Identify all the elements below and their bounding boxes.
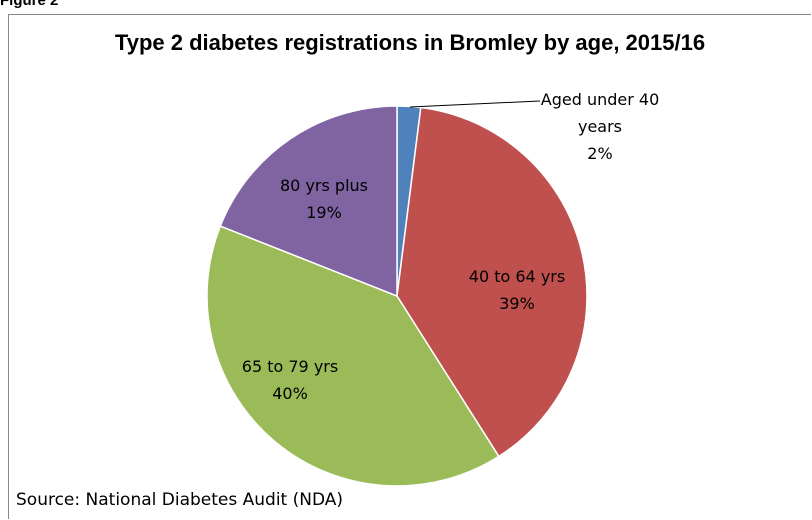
slice-value: 39%	[499, 294, 535, 313]
figure-label: Figure 2	[0, 0, 59, 9]
slice-label: 40 to 64 yrs 39%	[442, 263, 592, 317]
slice-category: 40 to 64 yrs	[468, 267, 566, 286]
chart-title: Type 2 diabetes registrations in Bromley…	[114, 30, 706, 55]
slice-label: Aged under 40 years 2%	[525, 86, 675, 167]
slice-category: 80 yrs plus	[280, 176, 368, 195]
slice-label: 80 yrs plus 19%	[249, 172, 399, 226]
slice-value: 40%	[272, 384, 308, 403]
slice-value: 2%	[587, 144, 613, 163]
slice-category: Aged under 40 years	[540, 90, 660, 136]
pie-slice	[206, 225, 500, 487]
pie-slice	[396, 106, 588, 458]
source-note: Source: National Diabetes Audit (NDA)	[16, 490, 344, 510]
chart-frame	[8, 14, 811, 519]
slice-category: 65 to 79 yrs	[241, 357, 339, 376]
pie-slice	[219, 105, 398, 298]
slice-value: 19%	[306, 203, 342, 222]
leader-line	[409, 100, 541, 108]
slice-label: 65 to 79 yrs 40%	[215, 353, 365, 407]
